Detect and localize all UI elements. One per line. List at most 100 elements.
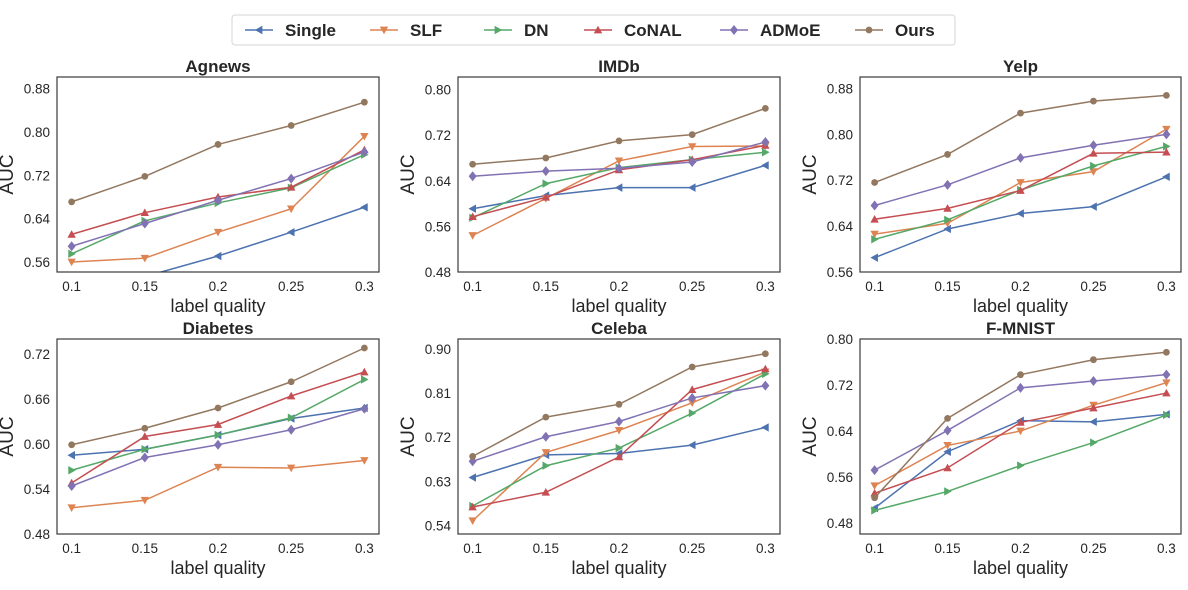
data-point — [68, 466, 76, 475]
x-tick-label: 0.2 — [209, 279, 228, 294]
data-point — [140, 496, 150, 505]
subplot-title: Yelp — [1003, 57, 1038, 76]
data-point — [1162, 129, 1171, 140]
data-point — [1090, 356, 1097, 364]
data-point — [871, 506, 879, 515]
subplot-title: Celeba — [591, 319, 647, 338]
data-point — [541, 431, 550, 442]
data-point — [468, 204, 476, 213]
x-tick-label: 0.15 — [132, 541, 158, 556]
data-point — [688, 156, 697, 167]
data-point — [761, 380, 770, 391]
y-tick-label: 0.64 — [425, 174, 452, 189]
axes-frame — [457, 338, 781, 535]
data-point — [687, 385, 697, 393]
data-point — [615, 163, 623, 174]
data-point — [943, 179, 952, 190]
data-point — [871, 494, 878, 502]
data-point — [140, 208, 150, 217]
subplot-title: Diabetes — [183, 319, 254, 338]
x-tick-label: 0.25 — [679, 279, 705, 294]
data-point — [1162, 379, 1171, 387]
y-tick-label: 0.54 — [425, 519, 452, 534]
x-tick-label: 0.1 — [463, 541, 482, 556]
x-tick-label: 0.15 — [934, 541, 960, 556]
data-point — [761, 350, 769, 358]
x-tick-label: 0.1 — [62, 279, 81, 294]
x-tick-label: 0.2 — [1011, 541, 1030, 556]
data-point — [360, 98, 368, 106]
data-point — [67, 451, 75, 460]
series-ours — [871, 348, 1170, 502]
data-point — [615, 400, 623, 408]
series-admoe — [67, 403, 369, 491]
data-point — [286, 227, 295, 237]
series-dn — [68, 375, 369, 475]
data-point — [614, 183, 623, 192]
data-point — [1163, 348, 1170, 356]
series-slf — [870, 379, 1171, 490]
data-point — [761, 137, 770, 147]
data-point — [1089, 149, 1098, 157]
x-tick-label: 0.1 — [865, 541, 884, 556]
data-point — [870, 253, 878, 262]
series-slf — [67, 457, 369, 512]
y-tick-label: 0.80 — [425, 83, 451, 98]
y-tick-label: 0.48 — [425, 265, 451, 280]
legend-label: DN — [524, 21, 549, 40]
y-tick-label: 0.48 — [827, 516, 853, 531]
data-point — [287, 413, 296, 422]
x-tick-label: 0.3 — [756, 541, 775, 556]
data-point — [542, 154, 550, 162]
series-slf — [468, 142, 770, 240]
legend-entry-slf: SLF — [370, 21, 442, 40]
series-ours — [469, 104, 769, 168]
data-point — [287, 122, 295, 129]
data-point — [943, 442, 952, 450]
y-tick-label: 0.60 — [24, 437, 50, 452]
plot-area — [67, 98, 369, 272]
legend-entry-admoe: ADMoE — [720, 21, 820, 40]
y-tick-label: 0.80 — [24, 125, 50, 140]
data-point — [541, 488, 551, 496]
data-point — [286, 183, 296, 191]
data-point — [1162, 147, 1171, 156]
subplot-title: F-MNIST — [986, 319, 1056, 338]
y-axis-label: AUC — [0, 154, 18, 194]
x-tick-label: 0.3 — [1157, 541, 1176, 556]
y-tick-label: 0.72 — [24, 168, 50, 183]
data-point — [360, 403, 369, 414]
data-point — [1017, 461, 1025, 470]
data-point — [1016, 427, 1025, 436]
y-tick-label: 0.80 — [827, 332, 853, 347]
data-point — [360, 367, 369, 376]
data-point — [469, 452, 477, 460]
data-point — [360, 344, 368, 352]
data-point — [688, 408, 697, 418]
data-point — [214, 430, 223, 440]
subplot-yelp: Yelp 0.1 0.15 0.2 0.25 0.3 0.56 0.64 0.72 0.80 0.8… — [800, 57, 1182, 316]
plot-area — [870, 91, 1171, 262]
data-point — [360, 147, 369, 158]
legend-entry-conal: CoNAL — [584, 21, 682, 40]
subplot-imdb: IMDb 0.1 0.15 0.2 0.25 0.3 0.48 0.56 0.64 0.72 0.8… — [398, 57, 781, 316]
data-point — [213, 463, 223, 472]
data-point — [287, 173, 296, 184]
data-point — [614, 427, 624, 435]
data-point — [688, 131, 696, 138]
data-point — [67, 481, 76, 491]
x-axis-label: label quality — [973, 558, 1068, 578]
data-point — [542, 413, 550, 421]
triangle-down-marker-icon — [379, 26, 389, 35]
data-point — [614, 452, 624, 461]
x-tick-label: 0.25 — [679, 541, 705, 556]
circle-marker-icon — [865, 26, 873, 34]
series-dn — [871, 410, 1171, 515]
series-single — [67, 403, 368, 460]
data-point — [541, 449, 551, 457]
data-point — [140, 218, 149, 229]
series-ours — [871, 91, 1170, 186]
series-line — [472, 107, 766, 165]
series-conal — [67, 145, 369, 238]
data-point — [68, 249, 76, 259]
